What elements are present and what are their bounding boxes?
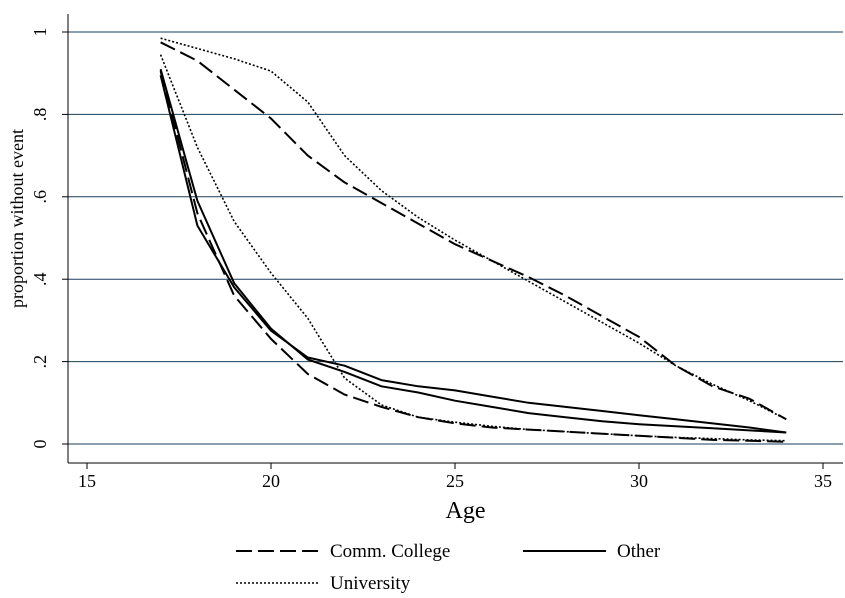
legend-label: University	[330, 573, 411, 594]
series-line-other-3	[159, 68, 787, 434]
legend-item-comm-college: Comm. College	[236, 541, 450, 562]
y-tick-label: .2	[30, 355, 50, 369]
x-axis-label: Age	[446, 498, 486, 524]
plot-lines	[159, 37, 787, 443]
series-line-other-2	[159, 75, 787, 434]
axes: 0 .2 .4 .6 .8 1 15 20 25 30 35	[30, 14, 843, 491]
legend: Comm. College Other University	[236, 541, 661, 594]
x-tick-label: 25	[446, 471, 464, 491]
series-line-university-4	[160, 37, 787, 421]
x-tick-label: 15	[78, 471, 96, 491]
x-tick-label: 30	[630, 471, 648, 491]
y-tick-label: .8	[30, 108, 50, 122]
legend-label: Comm. College	[330, 541, 450, 562]
y-axis-label: proportion without event	[7, 129, 27, 308]
x-tick-label: 35	[814, 471, 832, 491]
y-tick-label: 1	[30, 28, 50, 37]
legend-item-other: Other	[523, 541, 661, 562]
x-tick-label: 20	[262, 471, 280, 491]
series-line-comm-college-1	[159, 70, 787, 443]
y-tick-label: .4	[30, 272, 50, 286]
y-tick-label: .6	[30, 190, 50, 204]
legend-item-university: University	[236, 573, 411, 594]
y-tick-label: 0	[30, 440, 50, 449]
legend-label: Other	[617, 541, 661, 562]
